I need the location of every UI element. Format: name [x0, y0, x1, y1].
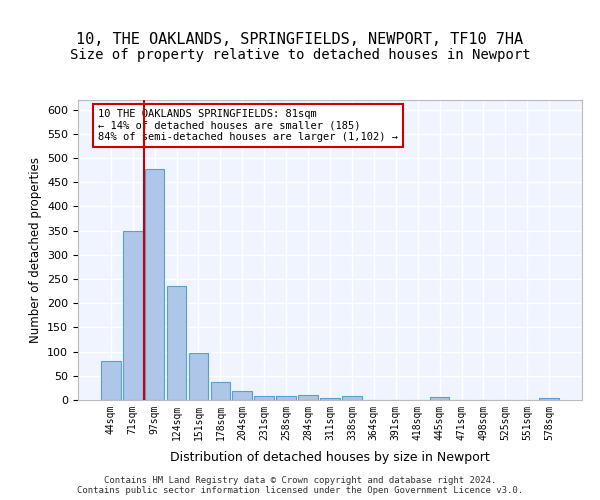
- Text: Size of property relative to detached houses in Newport: Size of property relative to detached ho…: [70, 48, 530, 62]
- Bar: [232, 392, 252, 400]
- X-axis label: Distribution of detached houses by size in Newport: Distribution of detached houses by size …: [170, 451, 490, 464]
- Bar: [342, 396, 362, 400]
- Bar: [167, 286, 187, 400]
- Bar: [254, 396, 274, 400]
- Bar: [188, 353, 208, 400]
- Text: Contains HM Land Registry data © Crown copyright and database right 2024.
Contai: Contains HM Land Registry data © Crown c…: [77, 476, 523, 495]
- Bar: [298, 395, 318, 400]
- Bar: [145, 168, 164, 400]
- Bar: [211, 382, 230, 400]
- Bar: [123, 230, 143, 400]
- Bar: [101, 362, 121, 400]
- Text: 10, THE OAKLANDS, SPRINGFIELDS, NEWPORT, TF10 7HA: 10, THE OAKLANDS, SPRINGFIELDS, NEWPORT,…: [76, 32, 524, 48]
- Bar: [539, 398, 559, 400]
- Bar: [430, 396, 449, 400]
- Bar: [320, 398, 340, 400]
- Y-axis label: Number of detached properties: Number of detached properties: [29, 157, 41, 343]
- Text: 10 THE OAKLANDS SPRINGFIELDS: 81sqm
← 14% of detached houses are smaller (185)
8: 10 THE OAKLANDS SPRINGFIELDS: 81sqm ← 14…: [98, 109, 398, 142]
- Bar: [276, 396, 296, 400]
